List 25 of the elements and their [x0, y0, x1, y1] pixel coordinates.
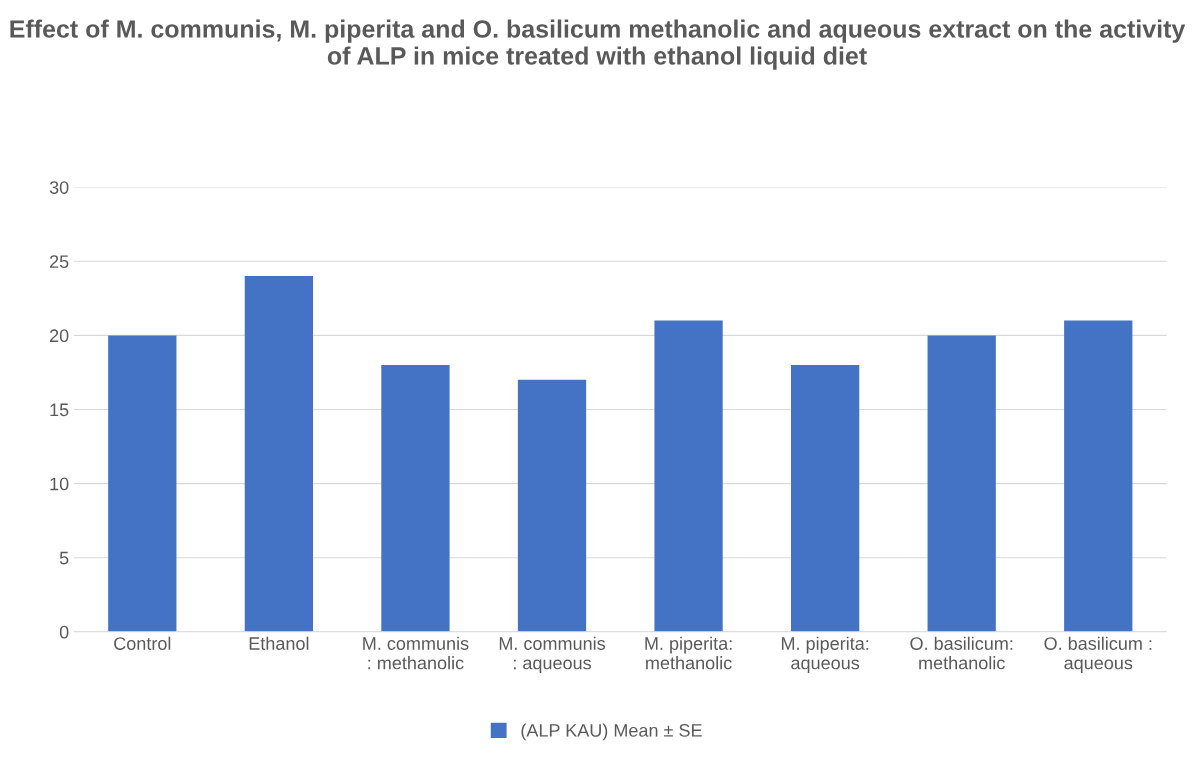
bar: [381, 365, 450, 632]
x-tick-label: O. basilicum: methanolic: [910, 636, 1013, 670]
x-tick-label: O. basilicum : aqueous: [1044, 636, 1152, 673]
bar: [244, 276, 314, 632]
y-tick-label: 20: [49, 329, 69, 343]
x-tick-label: M. piperita: aqueous: [781, 636, 869, 673]
bar: [517, 379, 587, 632]
bar: [654, 320, 723, 632]
y-tick-label: 0: [59, 625, 69, 639]
bar: [1064, 320, 1133, 632]
x-tick-label: Ethanol: [249, 636, 309, 650]
chart-title: Effect of M. communis, M. piperita and O. basilicum methanolic and aqueous extract on the activity of ALP in mice treated with ethanol liquid diet: [10, 19, 1186, 70]
y-tick-label: 10: [50, 477, 69, 491]
y-tick-label: 5: [59, 551, 69, 565]
y-tick-label: 15: [50, 403, 69, 417]
y-tick-label: 25: [49, 255, 69, 269]
x-tick-label: M. piperita: methanolic: [645, 636, 732, 670]
bar: [790, 365, 860, 632]
x-tick-label: M. communis : aqueous: [499, 636, 606, 673]
x-tick-label: M. communis : methanolic: [363, 636, 469, 670]
bar: [108, 335, 177, 632]
bar: [927, 335, 996, 632]
x-tick-label: Control: [114, 636, 171, 650]
legend-label: (ALP KAU) Mean ± SE: [521, 723, 702, 741]
y-tick-label: 30: [49, 181, 69, 194]
